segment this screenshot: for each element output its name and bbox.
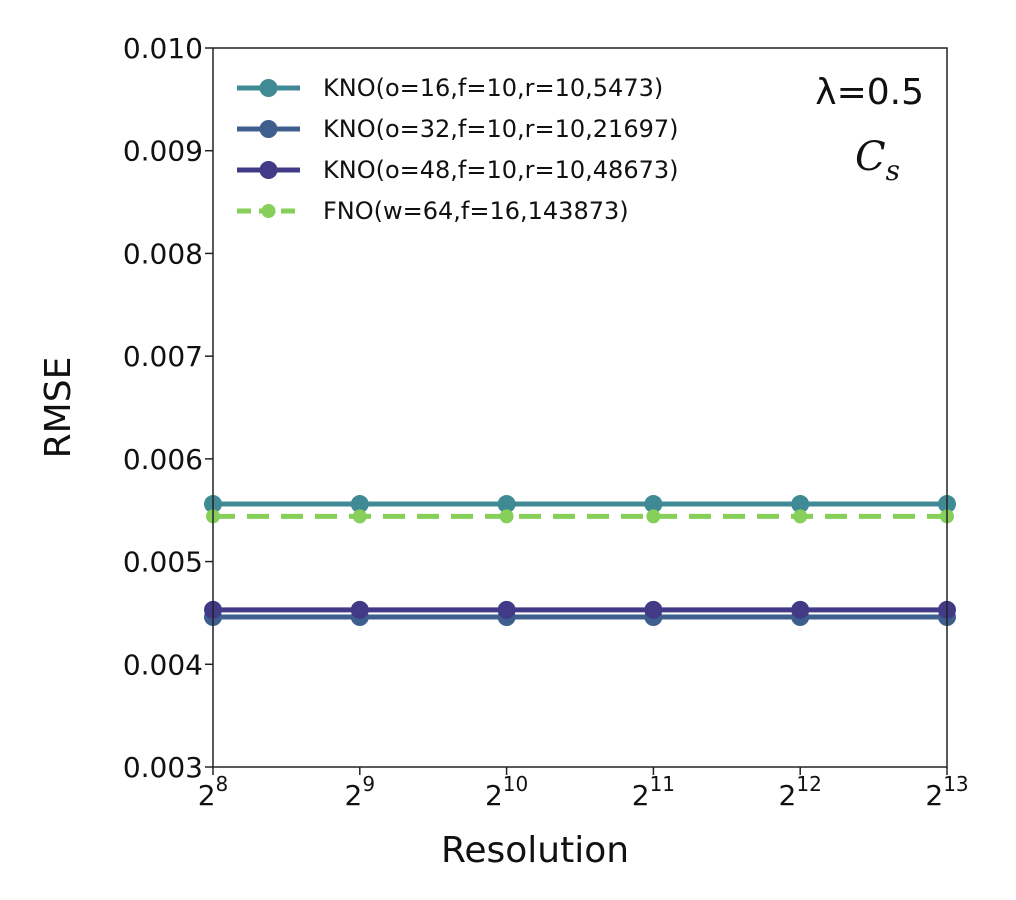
- y-tick-label: 0.007: [123, 340, 203, 373]
- y-axis-label: RMSE: [38, 357, 79, 459]
- x-tick-exponent: 12: [796, 772, 821, 796]
- x-tick-base: 2: [925, 779, 943, 812]
- x-tick-exponent: 10: [503, 772, 528, 796]
- x-tick-exponent: 9: [362, 772, 375, 796]
- y-tick-label: 0.010: [123, 32, 203, 65]
- series-1-point: [350, 495, 369, 514]
- x-tick-exponent: 8: [216, 772, 229, 796]
- legend-marker-2: [259, 120, 278, 138]
- y-tick-label: 0.006: [123, 443, 203, 476]
- x-tick-label: 28: [198, 772, 229, 812]
- x-tick-label: 210: [485, 772, 528, 812]
- legend-marker-1: [259, 79, 278, 97]
- series-3-point: [497, 600, 516, 619]
- cs-annotation-main: C: [855, 134, 886, 180]
- y-axis: 0.003 0.004 0.005 0.006 0.007 0.008 0.009 0.010: [123, 32, 213, 784]
- x-tick-label: 211: [632, 772, 675, 812]
- x-tick-exponent: 11: [650, 772, 675, 796]
- series-3-point: [350, 600, 369, 619]
- x-tick-label: 213: [925, 772, 968, 812]
- series-1-point: [791, 495, 810, 514]
- cs-annotation-sub: s: [886, 154, 900, 187]
- x-tick-label: 212: [779, 772, 822, 812]
- series-3-point: [644, 600, 663, 619]
- series-layer: [204, 495, 956, 627]
- legend: KNO(o=16,f=10,r=10,5473) KNO(o=32,f=10,r=…: [237, 74, 679, 225]
- series-4-point: [499, 509, 514, 524]
- x-axis-label: Resolution: [441, 830, 629, 871]
- x-tick-base: 2: [198, 779, 216, 812]
- y-tick-label: 0.004: [123, 648, 203, 681]
- legend-label-2: KNO(o=32,f=10,r=10,21697): [323, 115, 679, 143]
- plot-frame: [212, 47, 948, 768]
- lambda-annotation: λ=0.5: [815, 72, 924, 113]
- x-tick-exponent: 13: [943, 772, 968, 796]
- y-tick-label: 0.005: [123, 546, 203, 579]
- series-1-point: [497, 495, 516, 514]
- series-4-point: [793, 509, 808, 524]
- x-tick-base: 2: [779, 779, 797, 812]
- x-tick-base: 2: [345, 779, 363, 812]
- x-tick-base: 2: [485, 779, 503, 812]
- legend-label-4: FNO(w=64,f=16,143873): [323, 197, 629, 225]
- series-1-point: [644, 495, 663, 514]
- x-tick-label: 29: [345, 772, 376, 812]
- x-tick-base: 2: [632, 779, 650, 812]
- x-axis: 28 29 210 211 212 213: [198, 767, 969, 812]
- legend-label-3: KNO(o=48,f=10,r=10,48673): [323, 156, 679, 184]
- y-tick-label: 0.003: [123, 751, 203, 784]
- legend-marker-4: [261, 204, 276, 218]
- series-4-point: [646, 509, 661, 524]
- y-tick-label: 0.009: [123, 135, 203, 168]
- series-4-point: [352, 509, 367, 524]
- y-tick-label: 0.008: [123, 237, 203, 270]
- legend-marker-3: [259, 161, 278, 179]
- series-3-point: [791, 600, 810, 619]
- legend-label-1: KNO(o=16,f=10,r=10,5473): [323, 74, 663, 102]
- cs-annotation: Cs: [855, 134, 900, 187]
